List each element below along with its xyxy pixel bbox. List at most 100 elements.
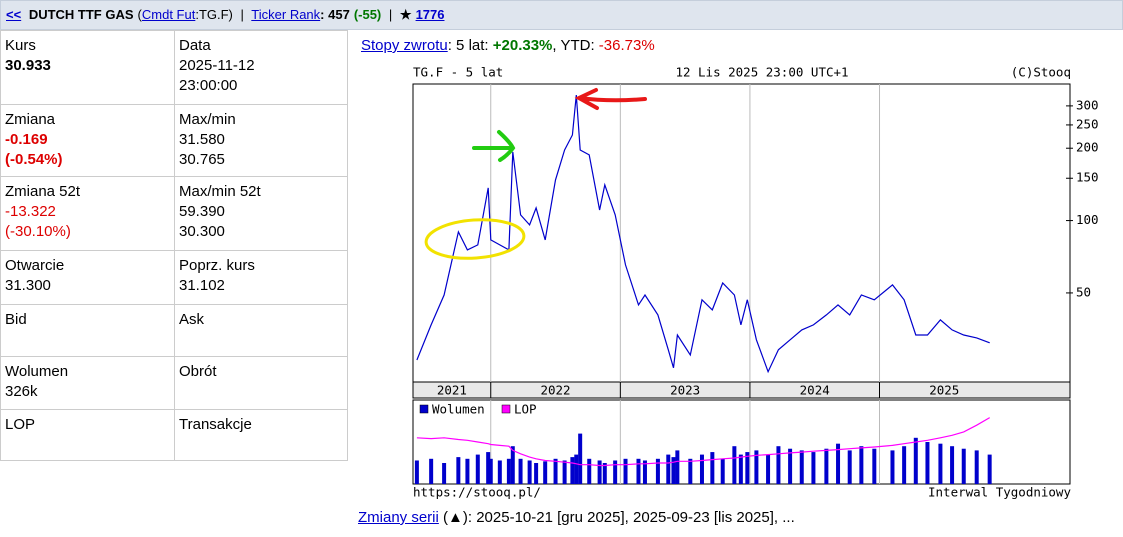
volume-bar xyxy=(527,460,532,484)
volume-bar xyxy=(666,454,671,484)
table-cell: Obrót xyxy=(174,356,348,410)
volume-bar xyxy=(602,463,607,484)
volume-bar xyxy=(766,454,771,484)
volume-bar xyxy=(597,460,602,484)
table-row: Kurs 30.933 Data 2025-11-12 23:00:00 xyxy=(0,30,348,105)
quote-table: Kurs 30.933 Data 2025-11-12 23:00:00 Zmiana -0… xyxy=(0,30,348,461)
volume-bar xyxy=(688,458,693,484)
volume-bar xyxy=(623,458,628,484)
volume-bar xyxy=(562,460,567,484)
volume-bar xyxy=(553,458,558,484)
volume-bar xyxy=(497,460,502,484)
y-tick-label: 300 xyxy=(1076,97,1099,112)
volume-bar xyxy=(671,457,676,484)
cell-value: (-0.54%) xyxy=(5,151,63,168)
volume-bar xyxy=(872,448,877,484)
year-label: 2022 xyxy=(540,383,570,398)
ticker-link[interactable]: Cmdt Fut xyxy=(141,7,196,22)
table-row: Wolumen 326k Obrót xyxy=(0,356,348,410)
year-label: 2024 xyxy=(800,383,830,398)
volume-bar xyxy=(675,450,680,484)
table-cell: Kurs 30.933 xyxy=(0,30,175,105)
ticker-open: ( xyxy=(137,7,142,22)
cell-label: LOP xyxy=(5,416,36,433)
table-cell: Max/min 31.580 30.765 xyxy=(174,104,348,177)
returns-value: -36.73% xyxy=(598,37,655,54)
cell-value: 59.390 xyxy=(179,203,225,220)
y-tick-label: 200 xyxy=(1076,140,1099,155)
volume-bar xyxy=(574,454,579,484)
volume-bar xyxy=(636,458,641,484)
chart-subtitle: 12 Lis 2025 23:00 UTC+1 xyxy=(675,65,848,80)
table-cell: Max/min 52t 59.390 30.300 xyxy=(174,176,348,251)
volume-bar xyxy=(442,463,447,484)
volume-bar xyxy=(699,454,704,484)
table-cell: Poprz. kurs 31.102 xyxy=(174,250,348,305)
volume-bar xyxy=(429,458,434,484)
top-bar: << DUTCH TTF GAS (Cmdt Fut:TG.F) | Ticker… xyxy=(0,0,1123,30)
footer-right: Interwal Tygodniowy xyxy=(928,485,1071,500)
separator: | xyxy=(240,7,244,22)
volume-bar xyxy=(799,450,804,484)
volume-bar xyxy=(811,452,816,484)
volume-bar xyxy=(859,446,864,484)
star-count[interactable]: 1776 xyxy=(415,7,445,22)
returns-value: +20.33% xyxy=(492,37,553,54)
series-link[interactable]: Zmiany serii xyxy=(358,509,439,526)
cell-value: (-30.10%) xyxy=(5,223,71,240)
cell-value: 2025-11-12 xyxy=(179,57,255,74)
series-text: (▲): 2025-10-21 [gru 2025], 2025-09-23 [… xyxy=(438,509,795,526)
volume-bar xyxy=(465,458,470,484)
volume-bar xyxy=(938,443,943,484)
year-label: 2021 xyxy=(437,383,467,398)
yellow-circle xyxy=(424,218,526,260)
volume-bar xyxy=(475,454,480,484)
table-cell: Zmiana 52t -13.322 (-30.10%) xyxy=(0,176,175,251)
volume-bar xyxy=(913,437,918,484)
cell-label: Bid xyxy=(5,311,27,328)
rank-link[interactable]: Ticker Rank xyxy=(251,7,321,22)
table-row: Zmiana 52t -13.322 (-30.10%) Max/min 52t 59.… xyxy=(0,176,348,251)
cell-label: Otwarcie xyxy=(5,257,65,274)
legend-swatch xyxy=(501,404,511,414)
volume-bar xyxy=(890,450,895,484)
table-cell: Otwarcie 31.300 xyxy=(0,250,175,305)
footer-left: https://stooq.pl/ xyxy=(413,485,541,500)
cell-value: 31.102 xyxy=(179,277,225,294)
cell-value: 326k xyxy=(5,383,38,400)
volume-bar xyxy=(788,448,793,484)
instrument-name: DUTCH TTF GAS xyxy=(28,7,134,22)
volume-bar xyxy=(974,450,979,484)
volume-bar xyxy=(570,457,575,484)
cell-label: Obrót xyxy=(179,363,217,380)
cell-label: Max/min xyxy=(179,111,236,128)
volume-bar xyxy=(456,457,461,484)
green-arrow xyxy=(472,130,516,162)
volume-bar xyxy=(902,446,907,484)
cell-label: Zmiana 52t xyxy=(5,183,81,200)
red-arrow xyxy=(574,88,647,110)
volume-bar xyxy=(488,458,493,484)
cell-value: 31.580 xyxy=(179,131,225,148)
volume-bar xyxy=(510,446,515,484)
returns-link[interactable]: Stopy zwrotu xyxy=(361,37,448,54)
chart-credit: (C)Stooq xyxy=(1011,65,1071,80)
volume-bar xyxy=(518,458,523,484)
volume-bar xyxy=(847,450,852,484)
legend-label: Wolumen xyxy=(432,402,485,417)
back-link[interactable]: << xyxy=(6,7,22,22)
volume-bar xyxy=(776,446,781,484)
y-tick-label: 100 xyxy=(1076,212,1099,227)
volume-bar xyxy=(578,433,583,484)
star: ★ xyxy=(399,7,412,22)
rank-change: (-55) xyxy=(353,7,382,22)
cell-value: -0.169 xyxy=(5,131,48,148)
table-row: LOP Transakcje xyxy=(0,409,348,461)
volume-bar xyxy=(710,452,715,484)
cell-value: -13.322 xyxy=(5,203,56,220)
volume-bar xyxy=(534,463,539,484)
volume-bar xyxy=(642,460,647,484)
table-cell: Bid xyxy=(0,304,175,357)
volume-bar xyxy=(745,452,750,484)
